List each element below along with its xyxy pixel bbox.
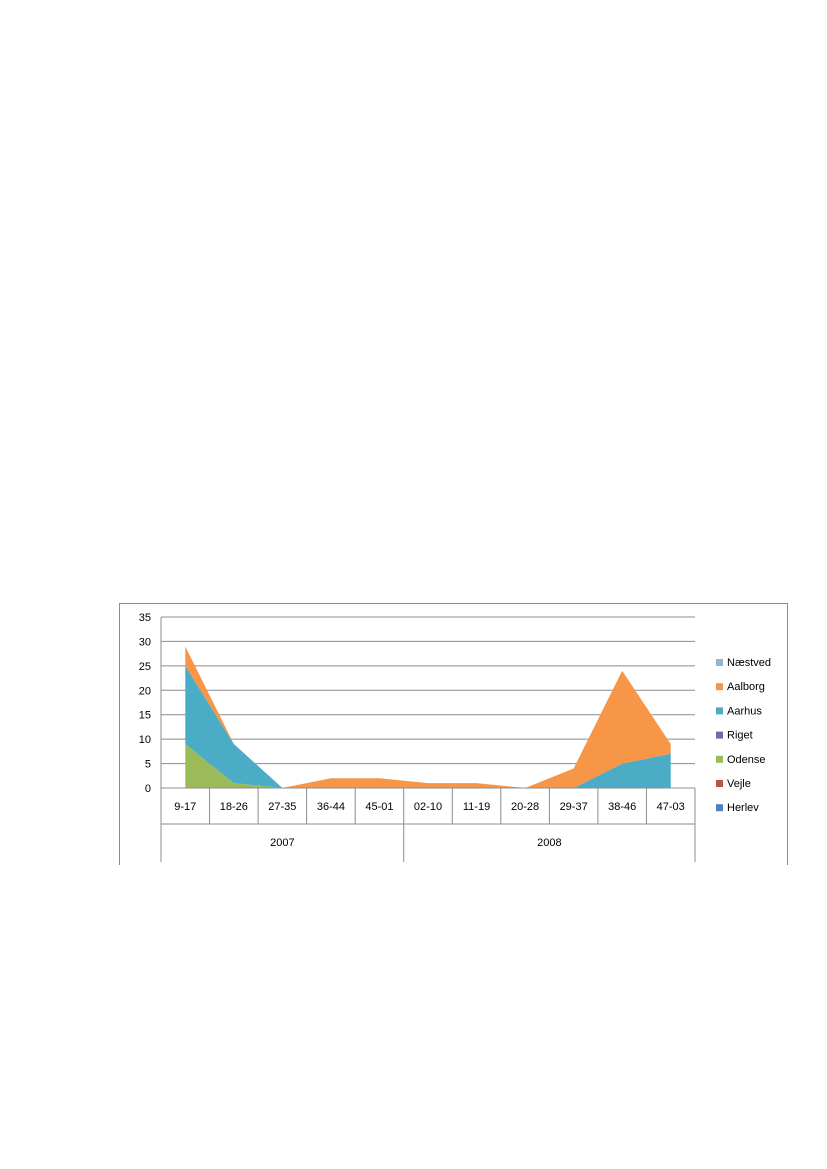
- x-tick-label: 18-26: [220, 801, 248, 813]
- legend-label: Aarhus: [727, 705, 762, 717]
- y-tick-label: 15: [139, 710, 151, 722]
- y-tick-label: 25: [139, 661, 151, 673]
- legend-swatch: [716, 659, 723, 666]
- legend-swatch: [716, 804, 723, 812]
- x-tick-label: 38-46: [608, 801, 636, 813]
- area-aarhus: [185, 665, 671, 788]
- legend-swatch: [716, 683, 723, 691]
- legend-label: Vejle: [727, 778, 751, 790]
- x-tick-label: 36-44: [317, 801, 345, 813]
- x-tick-label: 02-10: [414, 801, 442, 813]
- x-tick-label: 20-28: [511, 801, 539, 813]
- group-label: 2007: [270, 837, 294, 849]
- chart-frame: 0 5 10 15 20 25 30 35 9-17 18-26 27-35 36-44 45-01 02…: [119, 603, 788, 865]
- y-tick-label: 35: [139, 612, 151, 624]
- legend-label: Odense: [727, 754, 766, 766]
- x-tick-label: 9-17: [174, 801, 196, 813]
- legend-swatch: [716, 755, 723, 763]
- legend-label: Næstved: [727, 657, 771, 669]
- y-tick-label: 20: [139, 685, 151, 697]
- x-tick-label: 29-37: [560, 801, 588, 813]
- stacked-area-chart: 0 5 10 15 20 25 30 35 9-17 18-26 27-35 36-44 45-01 02…: [139, 612, 771, 862]
- y-tick-label: 30: [139, 636, 151, 648]
- y-tick-label: 5: [145, 759, 151, 771]
- x-tick-label: 27-35: [268, 801, 296, 813]
- group-label: 2008: [537, 837, 561, 849]
- x-tick-label: 47-03: [657, 801, 685, 813]
- legend-swatch: [716, 707, 723, 715]
- legend-label: Herlev: [727, 802, 759, 814]
- legend-swatch: [716, 780, 723, 787]
- x-tick-label: 11-19: [463, 801, 490, 813]
- area-odense: [185, 744, 671, 788]
- legend-label: Riget: [727, 730, 753, 742]
- y-tick-label: 0: [145, 783, 151, 795]
- legend-swatch: [716, 731, 723, 739]
- y-tick-label: 10: [139, 734, 151, 746]
- x-tick-label: 45-01: [365, 801, 393, 813]
- legend-label: Aalborg: [727, 681, 765, 693]
